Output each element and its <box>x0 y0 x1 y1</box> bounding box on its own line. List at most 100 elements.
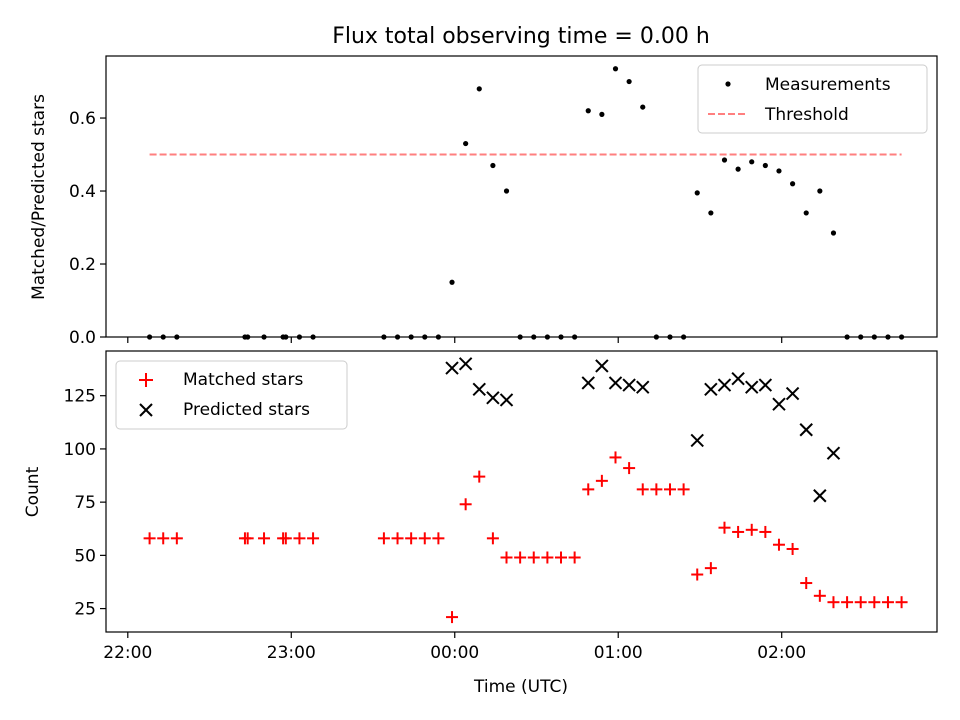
chart-title: Flux total observing time = 0.00 h <box>332 24 710 49</box>
matched-stars-point <box>459 498 472 511</box>
bottom-data-layer <box>143 357 908 624</box>
matched-stars-point <box>293 532 306 545</box>
top-ytick-label: 0.4 <box>69 182 96 202</box>
top-ytick-label: 0.0 <box>69 328 96 348</box>
measurements-point <box>463 140 469 147</box>
matched-stars-point <box>691 568 704 581</box>
matched-stars-point <box>514 551 527 564</box>
measurements-point <box>708 210 714 216</box>
measurements-point <box>449 279 455 285</box>
measurements-point <box>817 188 823 194</box>
bottom-panel: 25 50 75 100 125 22:00 23:00 00:00 01:00 02:00 C… <box>23 350 938 697</box>
top-ytick-label: 0.2 <box>69 255 96 275</box>
top-y-axis-label: Matched/Predicted stars <box>29 94 49 300</box>
measurements-point <box>789 181 796 187</box>
predicted-stars-point <box>458 357 473 371</box>
matched-stars-point <box>759 525 772 538</box>
matched-stars-point <box>868 596 881 609</box>
bottom-xtick-label: 00:00 <box>430 643 479 663</box>
matched-stars-point <box>405 532 418 545</box>
predicted-stars-point <box>799 423 813 437</box>
legend-predicted-label: Predicted stars <box>183 400 310 420</box>
matched-stars-point <box>377 532 390 545</box>
predicted-stars-point <box>704 382 718 397</box>
measurements-point <box>599 111 605 117</box>
measurements-point <box>749 159 755 165</box>
bottom-xtick-label: 02:00 <box>757 643 806 663</box>
top-data-layer <box>146 66 905 340</box>
bottom-x-axis-label: Time (UTC) <box>473 677 568 697</box>
matched-stars-point <box>636 483 649 496</box>
predicted-stars-point <box>472 382 486 397</box>
bottom-ytick-label: 125 <box>64 387 96 407</box>
matched-stars-point <box>279 532 292 545</box>
matched-stars-point <box>170 532 183 545</box>
matched-stars-point <box>732 525 745 538</box>
matched-stars-point <box>718 521 731 534</box>
matched-stars-point <box>391 532 404 545</box>
measurements-point <box>762 162 768 169</box>
matched-stars-point <box>582 483 595 496</box>
top-legend-box <box>697 64 928 134</box>
legend-threshold-label: Threshold <box>764 105 849 125</box>
measurements-point <box>476 86 482 92</box>
measurements-point <box>640 104 646 110</box>
top-axes-frame <box>105 55 938 338</box>
matched-stars-point <box>541 551 554 564</box>
bottom-ytick-label: 25 <box>74 600 96 620</box>
predicted-stars-point <box>595 359 609 373</box>
matched-stars-point <box>418 532 431 545</box>
top-legend: Measurements Threshold <box>697 64 928 134</box>
matched-stars-point <box>568 551 581 564</box>
predicted-stars-point <box>486 391 500 405</box>
measurements-point <box>503 188 510 194</box>
matched-stars-point <box>473 470 486 483</box>
matched-stars-point <box>527 551 540 564</box>
matched-stars-point <box>745 523 758 536</box>
matched-stars-point <box>813 589 826 602</box>
matched-stars-point <box>772 538 785 551</box>
matched-stars-point <box>881 596 894 609</box>
measurements-point <box>612 66 619 72</box>
bottom-xtick-label: 01:00 <box>594 643 643 663</box>
bottom-ytick-label: 50 <box>74 546 96 566</box>
measurements-point <box>776 168 782 174</box>
bottom-ytick-label: 75 <box>74 493 96 513</box>
measurements-point <box>721 157 728 163</box>
bottom-y-axis-label: Count <box>23 466 43 517</box>
predicted-stars-point <box>690 433 704 448</box>
predicted-stars-point <box>772 397 786 411</box>
predicted-stars-point <box>622 378 636 392</box>
top-y-ticks: 0.0 0.2 0.4 0.6 <box>69 109 106 348</box>
matched-stars-point <box>258 532 271 545</box>
bottom-legend-box <box>115 360 348 430</box>
predicted-stars-point <box>581 376 595 390</box>
predicted-stars-point <box>731 371 745 386</box>
bottom-xtick-label: 22:00 <box>103 643 152 663</box>
matched-stars-point <box>841 596 854 609</box>
predicted-stars-point <box>826 446 841 460</box>
matched-stars-point <box>623 462 636 475</box>
predicted-stars-point <box>717 378 732 392</box>
matched-stars-point <box>677 483 690 496</box>
matched-stars-point <box>704 562 717 575</box>
matched-stars-point <box>143 532 156 545</box>
predicted-stars-point <box>445 361 459 375</box>
predicted-stars-point <box>499 393 514 407</box>
measurements-point <box>585 108 591 114</box>
bottom-ytick-label: 100 <box>64 440 96 460</box>
measurements-point <box>490 162 496 169</box>
legend-predicted-marker <box>139 403 153 417</box>
bottom-xtick-label: 23:00 <box>267 643 316 663</box>
matched-stars-point <box>307 532 320 545</box>
matched-stars-point <box>241 532 254 545</box>
matched-stars-point <box>555 551 568 564</box>
matched-stars-point <box>786 542 799 555</box>
bottom-y-ticks: 25 50 75 100 125 <box>64 387 106 620</box>
measurements-point <box>735 166 741 172</box>
top-panel: 0.0 0.2 0.4 0.6 Matched/Predicted stars Mea… <box>29 55 938 348</box>
legend-matched-marker <box>139 373 153 387</box>
matched-stars-point <box>157 532 170 545</box>
bottom-x-ticks: 22:00 23:00 00:00 01:00 02:00 <box>103 632 806 663</box>
